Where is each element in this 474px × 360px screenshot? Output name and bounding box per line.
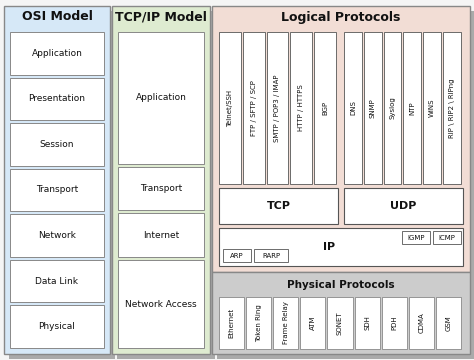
Text: SMTP / POP3 / IMAP: SMTP / POP3 / IMAP [274, 74, 281, 142]
Text: WINS: WINS [429, 99, 435, 117]
Text: Physical: Physical [38, 322, 75, 331]
Text: IP: IP [323, 242, 335, 252]
Text: SONET: SONET [337, 311, 343, 335]
Bar [443, 32, 461, 184]
Text: OSI Model: OSI Model [21, 10, 92, 23]
Bar [291, 32, 312, 184]
Text: NTP: NTP [410, 101, 415, 115]
Bar [10, 214, 104, 257]
Text: PDH: PDH [391, 316, 397, 330]
Bar [246, 297, 271, 349]
Text: Frame Relay: Frame Relay [283, 302, 289, 345]
Text: Ethernet: Ethernet [228, 308, 235, 338]
Bar [10, 123, 104, 166]
Text: Data Link: Data Link [36, 276, 79, 285]
Text: HTTP / HTTPS: HTTP / HTTPS [298, 85, 304, 131]
Bar [344, 188, 463, 224]
Text: Logical Protocols: Logical Protocols [281, 10, 401, 23]
Bar [409, 297, 434, 349]
Bar [118, 260, 204, 348]
Text: ARP: ARP [230, 252, 244, 258]
Text: TCP/IP Model: TCP/IP Model [115, 10, 207, 23]
Text: GSM: GSM [446, 315, 451, 331]
Bar [217, 11, 474, 359]
Bar [433, 231, 461, 244]
Text: Physical Protocols: Physical Protocols [287, 280, 395, 290]
Text: ATM: ATM [310, 316, 316, 330]
Text: Telnet/SSH: Telnet/SSH [227, 89, 233, 127]
Bar [219, 228, 463, 266]
Bar [118, 167, 204, 211]
Text: RIP \ RIP2 \ RIPng: RIP \ RIP2 \ RIPng [449, 78, 455, 138]
Bar [223, 249, 251, 262]
Text: Transport: Transport [140, 184, 182, 193]
Text: Transport: Transport [36, 185, 78, 194]
Bar [219, 297, 244, 349]
Bar [243, 32, 264, 184]
Text: Application: Application [32, 49, 82, 58]
Bar [254, 249, 288, 262]
Text: TCP: TCP [266, 201, 291, 211]
Bar [273, 297, 298, 349]
Text: Application: Application [136, 93, 186, 102]
Bar [301, 297, 326, 349]
Bar [10, 77, 104, 120]
Text: Internet: Internet [143, 231, 179, 240]
Bar [403, 32, 421, 184]
Bar [314, 32, 336, 184]
Bar [118, 32, 204, 163]
Bar [212, 272, 470, 354]
Text: SDH: SDH [364, 316, 370, 330]
Bar [344, 32, 362, 184]
Bar [219, 32, 241, 184]
Bar [117, 11, 215, 359]
Bar [118, 213, 204, 257]
Bar [10, 32, 104, 75]
Text: Presentation: Presentation [28, 94, 85, 103]
Bar [402, 231, 430, 244]
Text: RARP: RARP [262, 252, 280, 258]
Bar [382, 297, 407, 349]
Bar [355, 297, 380, 349]
Text: Session: Session [40, 140, 74, 149]
Bar [10, 305, 104, 348]
Text: Network: Network [38, 231, 76, 240]
Bar [9, 11, 115, 359]
Text: BGP: BGP [322, 101, 328, 115]
Text: IGMP: IGMP [407, 234, 425, 240]
Bar [10, 260, 104, 302]
Bar [10, 169, 104, 211]
Text: FTP / SFTP / SCP: FTP / SFTP / SCP [251, 80, 257, 136]
Text: UDP: UDP [390, 201, 417, 211]
Bar [266, 32, 288, 184]
Bar [112, 6, 210, 354]
Bar [423, 32, 441, 184]
Text: SNMP: SNMP [370, 98, 376, 118]
Bar [383, 32, 401, 184]
Text: DNS: DNS [350, 100, 356, 116]
Text: Token Ring: Token Ring [255, 304, 262, 342]
Bar [4, 6, 110, 354]
Text: CDMA: CDMA [419, 312, 424, 333]
Text: Network Access: Network Access [125, 300, 197, 309]
Bar [219, 188, 338, 224]
Text: ICMP: ICMP [438, 234, 456, 240]
Bar [328, 297, 353, 349]
Bar [212, 6, 470, 272]
Text: Syslog: Syslog [390, 96, 396, 120]
Bar [364, 32, 382, 184]
Bar [436, 297, 461, 349]
